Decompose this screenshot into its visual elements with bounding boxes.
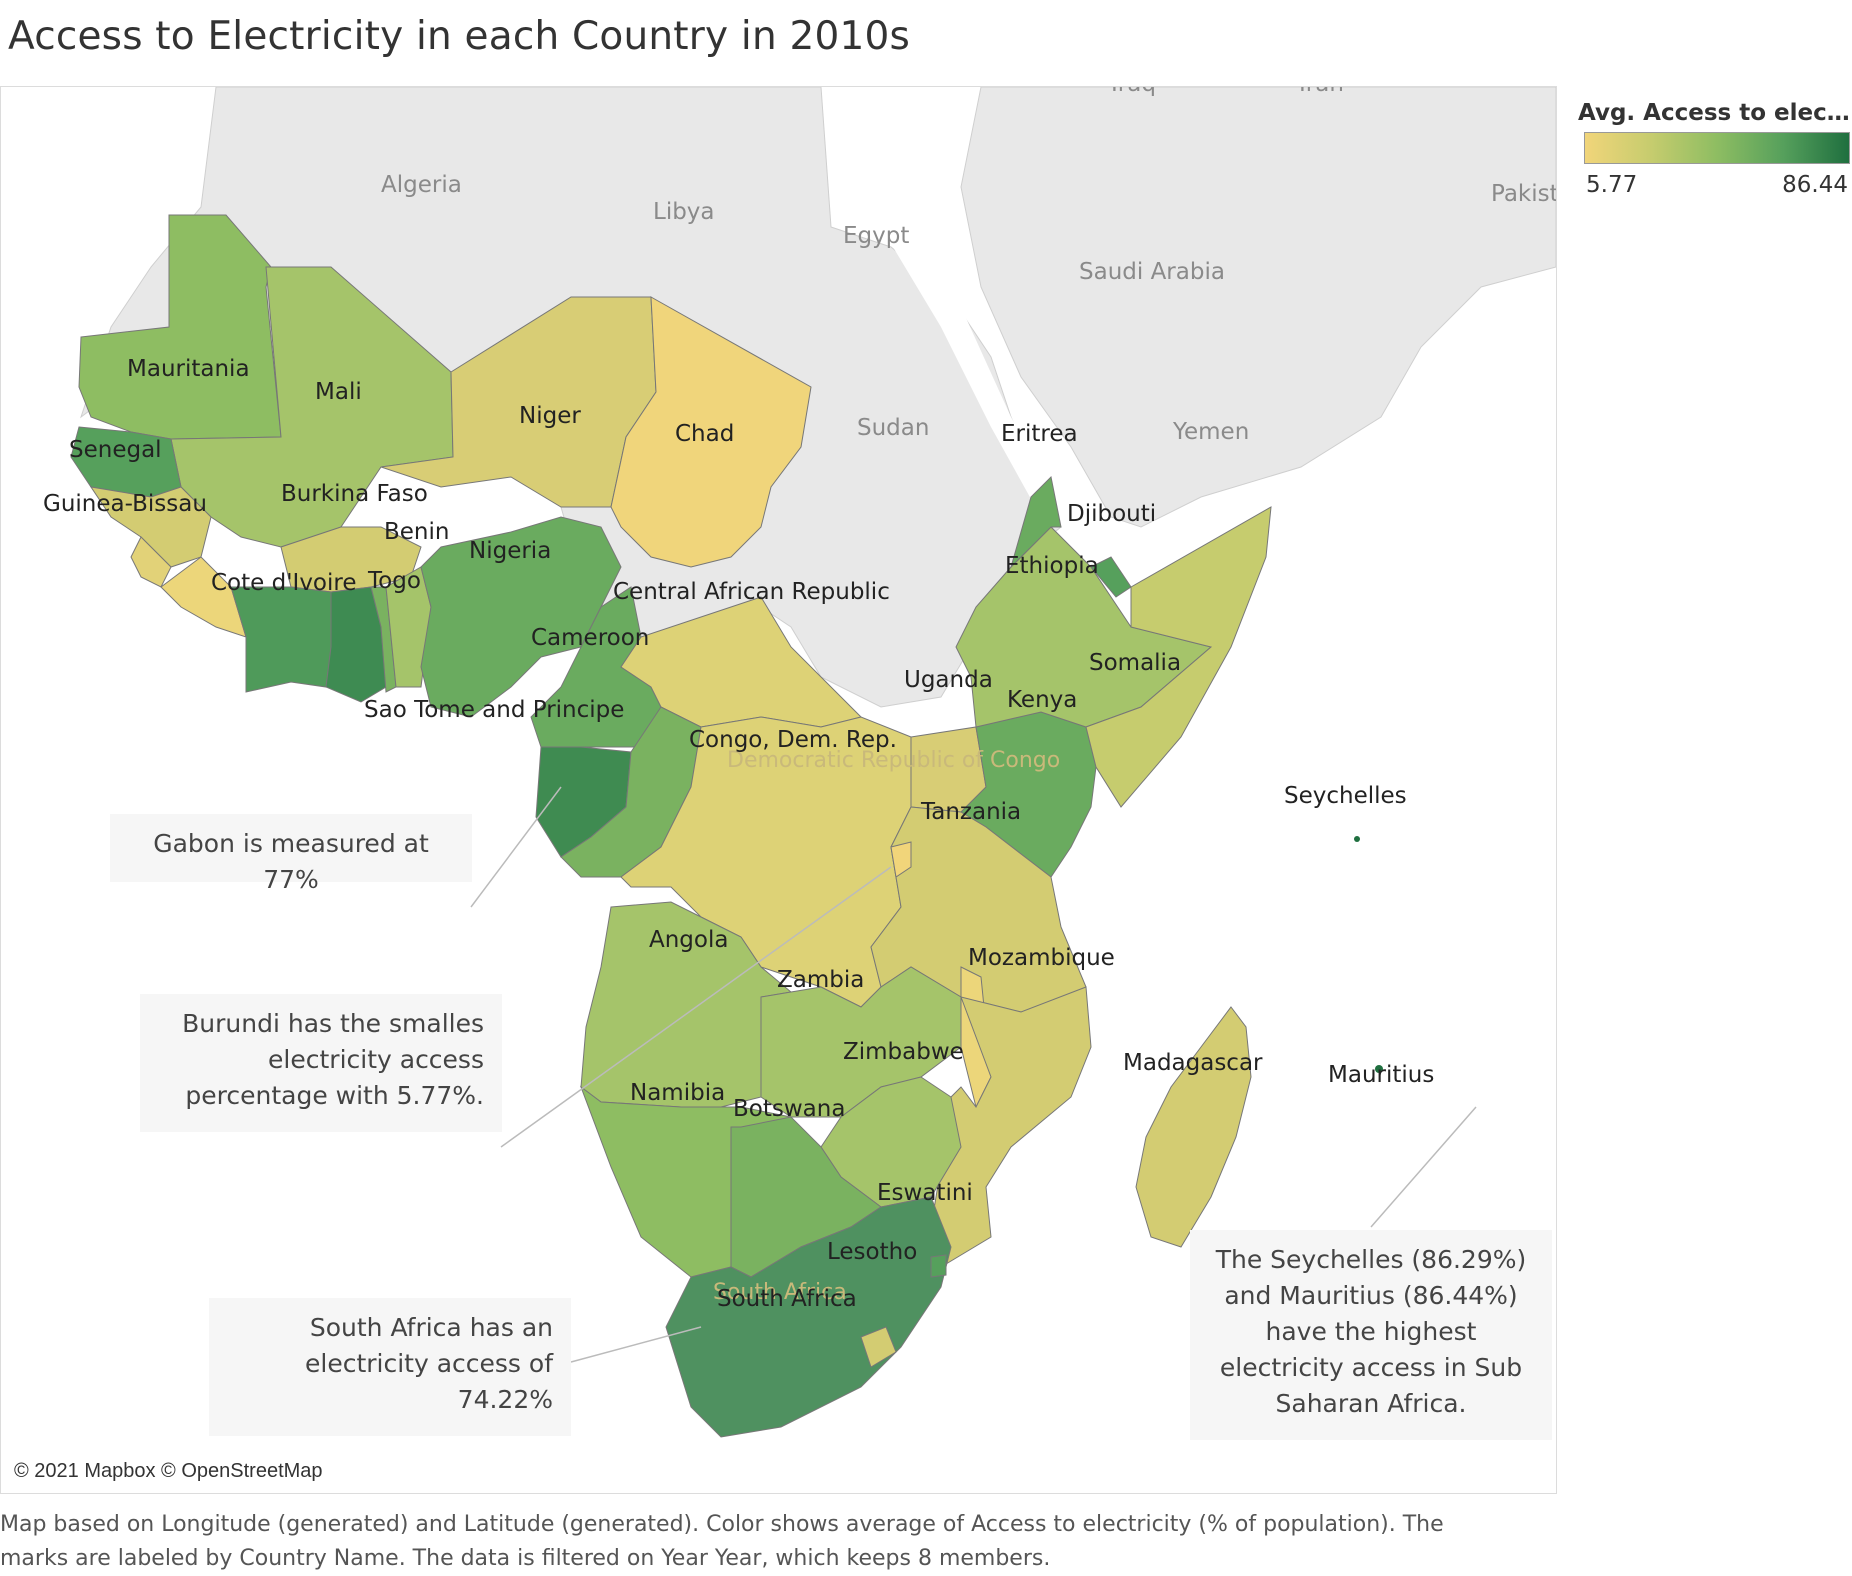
red-sea <box>861 177 1061 517</box>
country-eswatini[interactable] <box>930 1254 947 1278</box>
gabon-leader-line <box>470 786 562 908</box>
legend-max-value: 86.44 <box>1782 172 1848 198</box>
label-libya: Libya <box>653 199 715 225</box>
label-cote-divoire: Cote d'Ivoire <box>211 570 357 596</box>
map-canvas[interactable]: Algeria Libya Egypt Saudi Arabia Sudan Y… <box>0 86 1557 1494</box>
annotation-gabon: Gabon is measured at 77% <box>110 814 472 894</box>
label-burkina-faso: Burkina Faso <box>281 481 428 507</box>
label-niger: Niger <box>519 403 581 429</box>
country-mozambique[interactable] <box>920 986 1092 1268</box>
label-angola: Angola <box>649 927 728 953</box>
label-ethiopia: Ethiopia <box>1005 553 1099 579</box>
annotation-burundi: Burundi has the smalles electricity acce… <box>140 994 502 1132</box>
label-mauritius: Mauritius <box>1328 1062 1434 1088</box>
country-cote-divoire[interactable] <box>230 586 332 693</box>
label-yemen: Yemen <box>1172 419 1249 445</box>
annotation-seychelles-line: and Mauritius (86.44%) <box>1224 1281 1518 1310</box>
label-tanzania: Tanzania <box>920 799 1021 825</box>
caption: Map based on Longitude (generated) and L… <box>0 1512 1444 1571</box>
annotation-south-africa-line: South Africa has an <box>309 1313 553 1342</box>
annotation-gabon-line: Gabon is measured at 77% <box>153 829 429 894</box>
map-attribution[interactable]: © 2021 Mapbox © OpenStreetMap <box>14 1460 323 1482</box>
label-djibouti: Djibouti <box>1067 501 1156 527</box>
label-madagascar: Madagascar <box>1123 1050 1263 1076</box>
country-togo[interactable] <box>370 586 397 693</box>
label-togo: Togo <box>367 568 421 594</box>
legend-gradient-bar <box>1584 132 1850 164</box>
country-south-africa[interactable] <box>665 1196 952 1438</box>
legend-min-value: 5.77 <box>1586 172 1638 198</box>
seychelles-leader-line <box>1370 1106 1477 1228</box>
label-cameroon: Cameroon <box>531 625 649 651</box>
chart-title: Access to Electricity in each Country in… <box>8 14 911 59</box>
annotation-south-africa-line: 74.22% <box>457 1385 553 1414</box>
label-drc-ghost: Democratic Republic of Congo <box>727 748 1060 773</box>
country-mauritius[interactable] <box>1375 1065 1383 1073</box>
label-south-africa-ghost: South Africa <box>713 1280 847 1305</box>
label-saudi-arabia: Saudi Arabia <box>1079 259 1225 285</box>
map-svg[interactable]: Algeria Libya Egypt Saudi Arabia Sudan Y… <box>1 87 1556 1493</box>
annotation-south-africa: South Africa has an electricity access o… <box>209 1298 571 1436</box>
label-mali: Mali <box>315 379 362 405</box>
country-lesotho[interactable] <box>860 1326 897 1368</box>
country-chad[interactable] <box>610 296 812 568</box>
legend-title: Avg. Access to electrici.. <box>1578 100 1850 126</box>
label-drc: Congo, Dem. Rep. <box>689 727 897 753</box>
label-eswatini: Eswatini <box>877 1180 973 1206</box>
label-egypt: Egypt <box>843 223 909 249</box>
label-chad: Chad <box>675 421 734 447</box>
annotation-burundi-line: percentage with 5.77%. <box>185 1081 484 1110</box>
label-kenya: Kenya <box>1007 687 1077 713</box>
label-iraq: Iraq <box>1111 87 1156 97</box>
label-uganda: Uganda <box>904 667 993 693</box>
country-seychelles[interactable] <box>1354 836 1360 842</box>
label-zambia: Zambia <box>777 967 864 993</box>
annotation-burundi-line: Burundi has the smalles <box>182 1009 484 1038</box>
label-nigeria: Nigeria <box>469 538 551 564</box>
annotation-south-africa-line: electricity access of <box>305 1349 553 1378</box>
label-senegal: Senegal <box>69 437 162 463</box>
annotation-seychelles-line: have the highest <box>1265 1317 1477 1346</box>
label-mauritania: Mauritania <box>127 356 250 382</box>
annotation-seychelles-line: electricity access in Sub <box>1219 1353 1523 1382</box>
label-mozambique: Mozambique <box>968 945 1115 971</box>
label-south-africa: South Africa <box>717 1286 857 1312</box>
country-sierra-leone[interactable] <box>130 536 172 588</box>
label-pakistan: Pakist <box>1491 181 1556 207</box>
label-lesotho: Lesotho <box>827 1239 917 1265</box>
label-botswana: Botswana <box>733 1096 845 1122</box>
burundi-leader-line <box>500 866 892 1148</box>
label-iran: Iran <box>1299 87 1344 97</box>
label-benin: Benin <box>384 519 449 545</box>
country-madagascar[interactable] <box>1135 1006 1252 1248</box>
country-burundi[interactable] <box>890 841 912 878</box>
annotation-seychelles-line: Saharan Africa. <box>1275 1389 1467 1418</box>
label-car: Central African Republic <box>613 579 890 605</box>
label-sao-tome: Sao Tome and Principe <box>364 697 624 723</box>
label-zimbabwe: Zimbabwe <box>843 1039 964 1065</box>
country-eritrea[interactable] <box>1009 475 1062 569</box>
label-algeria: Algeria <box>381 172 462 198</box>
label-guinea-bissau: Guinea-Bissau <box>43 491 207 517</box>
country-somalia[interactable] <box>1085 506 1272 808</box>
label-seychelles: Seychelles <box>1284 783 1407 809</box>
country-mauritania[interactable] <box>78 214 282 440</box>
color-legend[interactable]: Avg. Access to electrici.. 5.77 86.44 <box>1578 96 1852 206</box>
label-namibia: Namibia <box>630 1080 725 1106</box>
label-eritrea: Eritrea <box>1001 421 1078 447</box>
label-sudan: Sudan <box>857 415 929 441</box>
south-africa-leader-line <box>570 1326 702 1363</box>
annotation-seychelles: The Seychelles (86.29%) and Mauritius (8… <box>1190 1230 1552 1440</box>
annotation-seychelles-line: The Seychelles (86.29%) <box>1215 1245 1527 1274</box>
country-niger[interactable] <box>380 296 657 508</box>
annotation-burundi-line: electricity access <box>268 1045 484 1074</box>
label-somalia: Somalia <box>1089 650 1181 676</box>
arabian-peninsula-land <box>960 87 1556 528</box>
